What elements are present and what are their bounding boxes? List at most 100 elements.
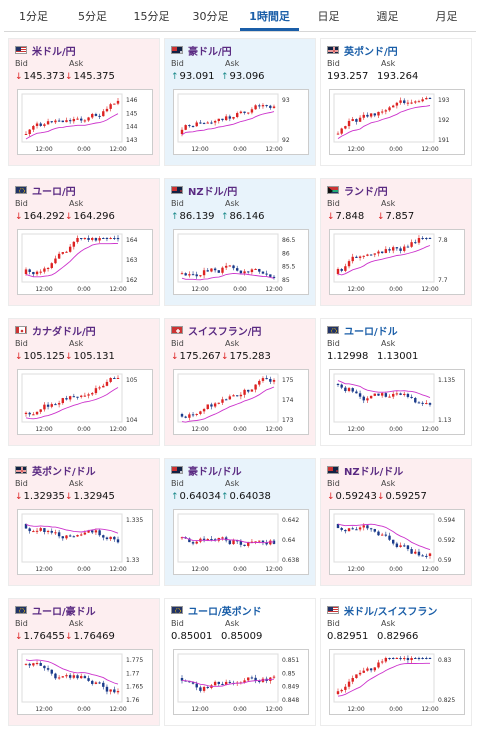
mini-chart[interactable]: 1.775 1.77 1.765 1.76 12:00 0:00 12:00 xyxy=(17,649,153,715)
candle-body xyxy=(210,268,213,272)
candle-body xyxy=(366,525,369,529)
ask-label: Ask xyxy=(381,479,396,488)
candle-body xyxy=(336,524,340,529)
candle-body xyxy=(188,538,191,543)
flag-icon xyxy=(171,186,183,194)
card-title[interactable]: ユーロ/英ポンド xyxy=(171,603,262,618)
card-title[interactable]: 豪ドル/ドル xyxy=(171,463,242,478)
rate-card[interactable]: カナダドル/円 Bid Ask ↓105.125 ↓105.131 105 104 12:00… xyxy=(8,318,160,446)
pair-name: 豪ドル/ドル xyxy=(188,466,242,478)
card-title[interactable]: 米ドル/円 xyxy=(15,43,76,58)
mini-chart[interactable]: 0.851 0.85 0.849 0.848 12:00 0:00 12:00 xyxy=(173,649,309,715)
rate-card[interactable]: ユーロ/円 Bid Ask ↓164.292 ↓164.296 164 163 162 12:0… xyxy=(8,178,160,306)
x-tick-label: 0:00 xyxy=(77,146,91,153)
mini-chart[interactable]: 175 174 173 12:00 0:00 12:00 xyxy=(173,369,309,435)
card-title[interactable]: NZドル/円 xyxy=(171,183,237,198)
rate-card[interactable]: 米ドル/円 Bid Ask ↓145.373 ↓145.375 146 145 144 143 1… xyxy=(8,38,160,166)
rate-card[interactable]: NZドル/円 Bid Ask ↑86.139 ↑86.146 86.5 86 85.5 85 12… xyxy=(164,178,316,306)
candle-body xyxy=(380,393,384,396)
card-title[interactable]: ユーロ/ドル xyxy=(327,323,398,338)
candle-body xyxy=(224,265,228,268)
candle-body xyxy=(24,269,28,274)
candle-body xyxy=(403,100,406,104)
mini-chart[interactable]: 0.642 0.64 0.638 12:00 0:00 12:00 xyxy=(173,509,309,575)
flag-icon xyxy=(327,46,339,54)
rate-card[interactable]: 英ポンド/ドル Bid Ask ↓1.32935 ↓1.32945 1.335 1.33 12… xyxy=(8,458,160,586)
rate-card[interactable]: スイスフラン/円 Bid Ask ↓175.267 ↓175.283 175 174 173 1… xyxy=(164,318,316,446)
candle-body xyxy=(399,248,402,251)
rate-card[interactable]: NZドル/ドル Bid Ask ↓0.59243 ↓0.59257 0.594 0.592 0… xyxy=(320,458,472,586)
card-title[interactable]: ユーロ/豪ドル xyxy=(15,603,96,618)
tab-2[interactable]: 15分足 xyxy=(133,10,170,23)
candle-body xyxy=(239,394,243,397)
mini-chart[interactable]: 0.83 0.825 12:00 0:00 12:00 xyxy=(329,649,465,715)
candle-body xyxy=(392,658,395,659)
rate-card[interactable]: 豪ドル/ドル Bid Ask ↑0.64034 ↑0.64038 0.642 0.64 0.6… xyxy=(164,458,316,586)
rate-card[interactable]: ランド/円 Bid Ask ↓7.848 ↓7.857 7.8 7.7 12:00 0:00 12… xyxy=(320,178,472,306)
tab-6[interactable]: 週足 xyxy=(376,10,399,23)
card-title[interactable]: NZドル/ドル xyxy=(327,463,403,478)
rate-card[interactable]: ユーロ/ドル Bid Ask 1.12998 1.13001 1.135 1.13 12:00… xyxy=(320,318,472,446)
candle-body xyxy=(366,254,369,256)
y-tick-label: 0.638 xyxy=(282,557,299,564)
mini-chart[interactable]: 86.5 86 85.5 85 12:00 0:00 12:00 xyxy=(173,229,309,295)
candle-body xyxy=(210,538,213,540)
card-title[interactable]: スイスフラン/円 xyxy=(171,323,261,338)
y-tick-label: 86.5 xyxy=(282,237,296,244)
candle-body xyxy=(54,120,57,123)
candle-body xyxy=(87,394,90,396)
candle-body xyxy=(105,238,109,239)
rate-card[interactable]: 英ポンド/円 Bid Ask 193.257 193.264 193 192 191 12:00… xyxy=(320,38,472,166)
candle-body xyxy=(247,541,250,546)
mini-chart[interactable]: 0.594 0.592 0.59 12:00 0:00 12:00 xyxy=(329,509,465,575)
card-title[interactable]: ユーロ/円 xyxy=(15,183,76,198)
mini-chart[interactable]: 1.135 1.13 12:00 0:00 12:00 xyxy=(329,369,465,435)
rate-card[interactable]: ユーロ/豪ドル Bid Ask ↓1.76455 ↓1.76469 1.775 1.77 1.… xyxy=(8,598,160,726)
candle-body xyxy=(254,105,257,110)
candle-body xyxy=(72,241,76,247)
candle-body xyxy=(269,540,272,545)
bid-value: 1.12998 xyxy=(327,351,368,362)
arrow-up-icon: ↑ xyxy=(171,72,179,82)
mini-chart[interactable]: 7.8 7.7 12:00 0:00 12:00 xyxy=(329,229,465,295)
candle-body xyxy=(28,663,31,666)
candle-body xyxy=(24,524,28,529)
mini-chart[interactable]: 193 192 191 12:00 0:00 12:00 xyxy=(329,89,465,155)
bid-number: 0.59243 xyxy=(335,491,377,502)
y-tick-label: 175 xyxy=(282,377,294,384)
rate-card[interactable]: ユーロ/英ポンド Bid Ask 0.85001 0.85009 0.851 0.85 0.8… xyxy=(164,598,316,726)
tab-5[interactable]: 日足 xyxy=(317,10,340,23)
rate-card[interactable]: 豪ドル/円 Bid Ask ↑93.091 ↑93.096 93 92 12:00 0:00 12… xyxy=(164,38,316,166)
tab-4[interactable]: 1時間足 xyxy=(240,4,299,31)
card-title[interactable]: 英ポンド/ドル xyxy=(15,463,96,478)
pair-name: ユーロ/豪ドル xyxy=(32,606,96,618)
card-title[interactable]: 英ポンド/円 xyxy=(327,43,398,58)
y-tick-label: 193 xyxy=(438,97,450,104)
card-title[interactable]: 米ドル/スイスフラン xyxy=(327,603,437,618)
tab-7[interactable]: 月足 xyxy=(435,10,458,23)
candle-body xyxy=(377,662,380,668)
card-title[interactable]: ランド/円 xyxy=(327,183,388,198)
ask-value: ↓105.131 xyxy=(65,351,115,362)
mini-chart[interactable]: 146 145 144 143 12:00 0:00 12:00 xyxy=(17,89,153,155)
card-title[interactable]: 豪ドル/円 xyxy=(171,43,232,58)
card-title[interactable]: カナダドル/円 xyxy=(15,323,96,338)
plot-frame xyxy=(177,93,279,143)
bid-number: 1.76455 xyxy=(23,631,65,642)
rate-card[interactable]: 米ドル/スイスフラン Bid Ask 0.82951 0.82966 0.83 0.825 1… xyxy=(320,598,472,726)
tab-3[interactable]: 30分足 xyxy=(192,10,229,23)
flag-icon xyxy=(327,466,339,474)
candle-body xyxy=(113,689,116,693)
mini-chart[interactable]: 164 163 162 12:00 0:00 12:00 xyxy=(17,229,153,295)
mini-chart[interactable]: 93 92 12:00 0:00 12:00 xyxy=(173,89,309,155)
bid-label: Bid xyxy=(15,59,28,68)
tab-0[interactable]: 1分足 xyxy=(19,10,48,23)
candle-body xyxy=(91,680,94,684)
mini-chart[interactable]: 1.335 1.33 12:00 0:00 12:00 xyxy=(17,509,153,575)
moving-average-line xyxy=(25,523,119,534)
tab-1[interactable]: 5分足 xyxy=(78,10,107,23)
mini-chart[interactable]: 105 104 12:00 0:00 12:00 xyxy=(17,369,153,435)
